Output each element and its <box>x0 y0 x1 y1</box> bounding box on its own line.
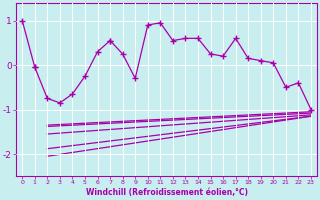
X-axis label: Windchill (Refroidissement éolien,°C): Windchill (Refroidissement éolien,°C) <box>85 188 248 197</box>
